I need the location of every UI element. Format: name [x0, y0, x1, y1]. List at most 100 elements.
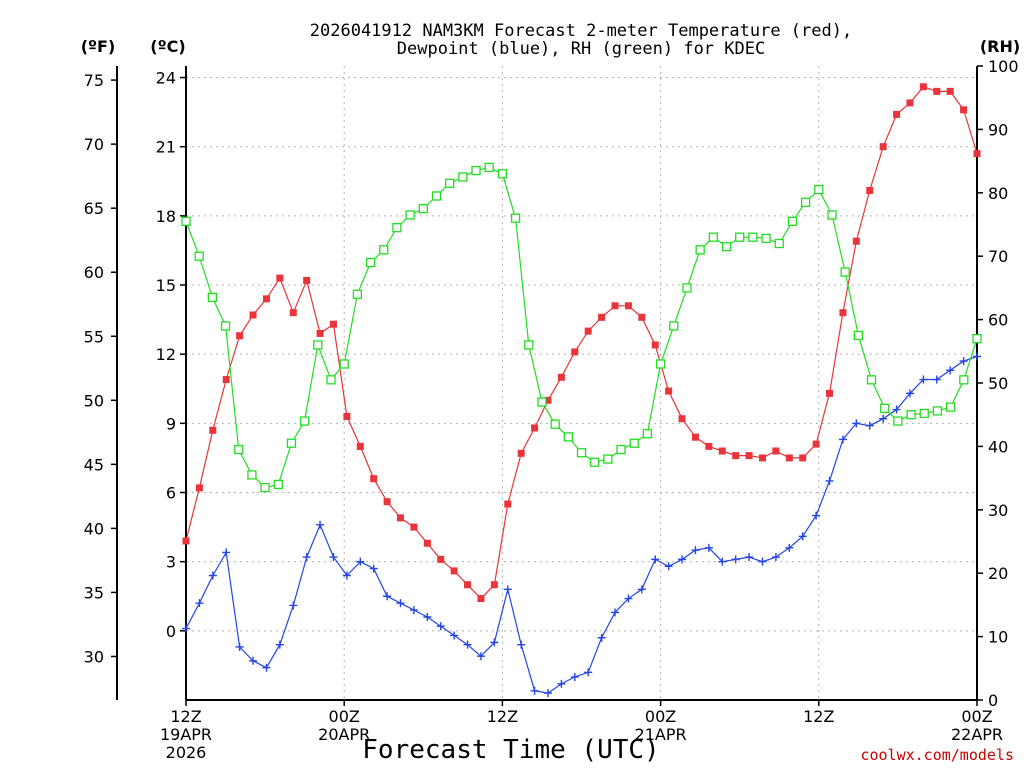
rh-tick-label: 100 [988, 57, 1019, 76]
rh-point [655, 359, 666, 369]
rh-point [748, 232, 758, 242]
temperature-point [691, 433, 699, 441]
celsius-tick-label: 12 [156, 345, 176, 364]
fahrenheit-tick-label: 40 [84, 519, 104, 538]
dewpoint-point [785, 543, 794, 552]
rh-point [735, 232, 745, 242]
temperature-point [732, 452, 740, 460]
temperature-point [571, 348, 579, 356]
dewpoint-point [704, 543, 713, 552]
dewpoint-point [879, 414, 888, 423]
dewpoint-point [932, 375, 941, 384]
temperature-point [316, 329, 324, 337]
rh-tick-label: 30 [988, 501, 1008, 520]
dewpoint-point [517, 640, 526, 649]
rh-point [497, 169, 508, 179]
dewpoint-point [892, 405, 901, 414]
dewpoint-point [919, 375, 928, 384]
dewpoint-point [316, 520, 325, 529]
celsius-tick-label: 3 [166, 553, 176, 572]
rh-point [603, 454, 613, 464]
dewpoint-point [771, 553, 780, 562]
rh-point [774, 238, 784, 249]
rh-point [379, 245, 389, 255]
x-axis-title: Forecast Time (UTC) [362, 735, 659, 765]
dewpoint-point [329, 553, 338, 562]
dewpoint-point [356, 557, 365, 566]
temperature-point [826, 389, 834, 397]
dewpoint-point [745, 553, 754, 562]
rh-tick-label: 20 [988, 564, 1008, 583]
dewpoint-point [476, 652, 485, 661]
rh-point [418, 203, 428, 214]
rh-point [339, 359, 349, 369]
temperature-point [437, 555, 445, 563]
axes [111, 65, 983, 706]
fahrenheit-tick-label: 75 [84, 71, 104, 90]
rh-point [365, 257, 376, 268]
celsius-tick-label: 18 [156, 207, 176, 226]
dewpoint-point [946, 366, 955, 375]
dewpoint-point [678, 555, 687, 564]
temperature-point [329, 320, 337, 328]
dewpoint-point [262, 663, 271, 672]
dewpoint-point [812, 511, 821, 520]
temperature-point [584, 327, 592, 335]
dewpoint-point [409, 606, 418, 615]
chart-title-line-1: 2026041912 NAM3KM Forecast 2-meter Tempe… [310, 21, 852, 41]
temperature-point [893, 110, 901, 118]
dewpoint-point [249, 656, 258, 665]
rh-point [247, 470, 257, 480]
rh-point [220, 321, 231, 331]
rh-point [932, 406, 943, 416]
fahrenheit-tick-label: 35 [84, 583, 104, 602]
rh-point [827, 210, 837, 220]
rh-point [814, 184, 824, 195]
temperature-point [423, 539, 431, 547]
rh-point [550, 419, 560, 429]
rh-point [669, 321, 679, 331]
dewpoint-point [450, 631, 459, 640]
dewpoint-point [597, 633, 606, 642]
rh-point [919, 408, 929, 419]
dewpoint-point [463, 640, 472, 649]
temperature-point [557, 373, 565, 381]
temperature-point [343, 412, 351, 420]
rh-point [682, 283, 692, 293]
rh-point [273, 479, 283, 490]
rh-point [945, 402, 956, 412]
temperature-point [262, 295, 270, 303]
x-tick-label: 2026 [166, 743, 207, 762]
temperature-point [799, 454, 807, 462]
dewpoint-point [584, 668, 593, 677]
rh-point [708, 232, 718, 242]
temperature-point [933, 87, 941, 95]
tick-labels: 30 35 40 45 50 55 60 65 70 75 0 3 6 9 12 15 18 21 24 0 10 20 3… [84, 57, 1019, 762]
dewpoint-point [275, 640, 284, 649]
temperature-point [611, 302, 619, 310]
rh-point [840, 267, 850, 277]
rh-point [207, 292, 218, 303]
dewpoint-point [222, 548, 231, 557]
rh-point [299, 416, 310, 426]
rh-point [880, 403, 890, 414]
x-tick-label: 12Z [487, 707, 518, 726]
rh-tick-label: 80 [988, 184, 1008, 203]
dewpoint-point [208, 571, 217, 580]
rh-point [590, 457, 600, 467]
temperature-point [222, 376, 230, 384]
dewpoint-point [530, 686, 539, 695]
temperature-point [464, 581, 472, 589]
rh-point [616, 444, 626, 455]
fahrenheit-tick-label: 50 [84, 391, 104, 410]
temperature-point [946, 87, 954, 95]
temperature-point [745, 452, 753, 460]
series-rh [181, 162, 982, 493]
temperature-point [370, 475, 378, 483]
rh-point [853, 330, 863, 341]
rh-point [524, 340, 534, 350]
dewpoint-point [758, 557, 767, 566]
temperature-point [410, 523, 418, 531]
dewpoint-point [973, 352, 981, 361]
